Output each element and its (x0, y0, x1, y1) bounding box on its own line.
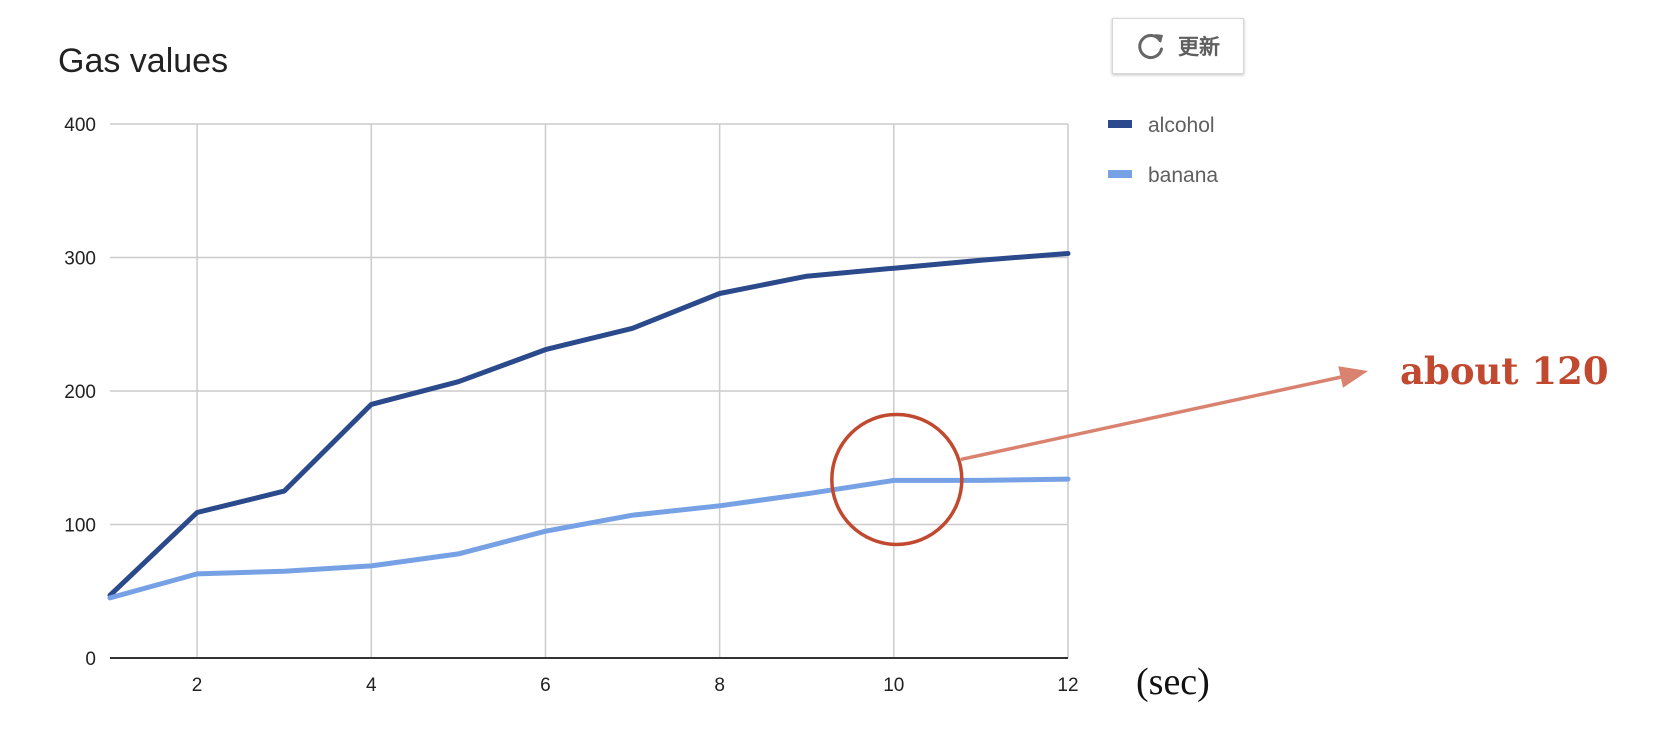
annotation-circle (830, 412, 964, 547)
x-tick-label: 6 (540, 675, 551, 696)
annotation: about 120 (830, 349, 1609, 547)
grid-layer (110, 123, 1069, 658)
legend-item-alcohol: alcohol (1108, 114, 1215, 137)
series-layer (107, 251, 1071, 601)
annotation-arrow-head (1338, 366, 1368, 388)
y-tick-label: 100 (64, 516, 96, 537)
annotation-arrow-shaft (960, 374, 1347, 462)
legend-label: alcohol (1148, 114, 1215, 137)
legend-item-banana: banana (1108, 164, 1218, 187)
x-tick-label: 8 (714, 675, 725, 696)
chart-title: Gas values (58, 42, 228, 80)
x-tick-label: 10 (883, 675, 904, 696)
x-tick-label: 2 (192, 675, 203, 696)
series-line-alcohol (107, 251, 1071, 598)
y-tick-label: 400 (64, 115, 96, 136)
refresh-button[interactable]: 更新 (1112, 18, 1244, 74)
x-tick-label: 4 (366, 675, 377, 696)
legend: alcohol banana (1108, 114, 1218, 187)
y-tick-label: 300 (64, 249, 96, 270)
y-tick-label: 200 (64, 382, 96, 403)
legend-swatch (1108, 120, 1132, 128)
x-tick-label: 12 (1057, 675, 1078, 696)
y-tick-label: 0 (85, 649, 96, 670)
annotation-text: about 120 (1400, 349, 1609, 393)
axis-layer: 0 100 200 300 400 2 4 6 8 10 12 (64, 115, 1078, 696)
legend-swatch (1108, 170, 1132, 178)
legend-label: banana (1148, 164, 1218, 187)
refresh-icon (1136, 31, 1166, 61)
x-unit-note: (sec) (1136, 661, 1210, 703)
refresh-label: 更新 (1178, 35, 1220, 59)
series-line-banana (107, 476, 1071, 601)
